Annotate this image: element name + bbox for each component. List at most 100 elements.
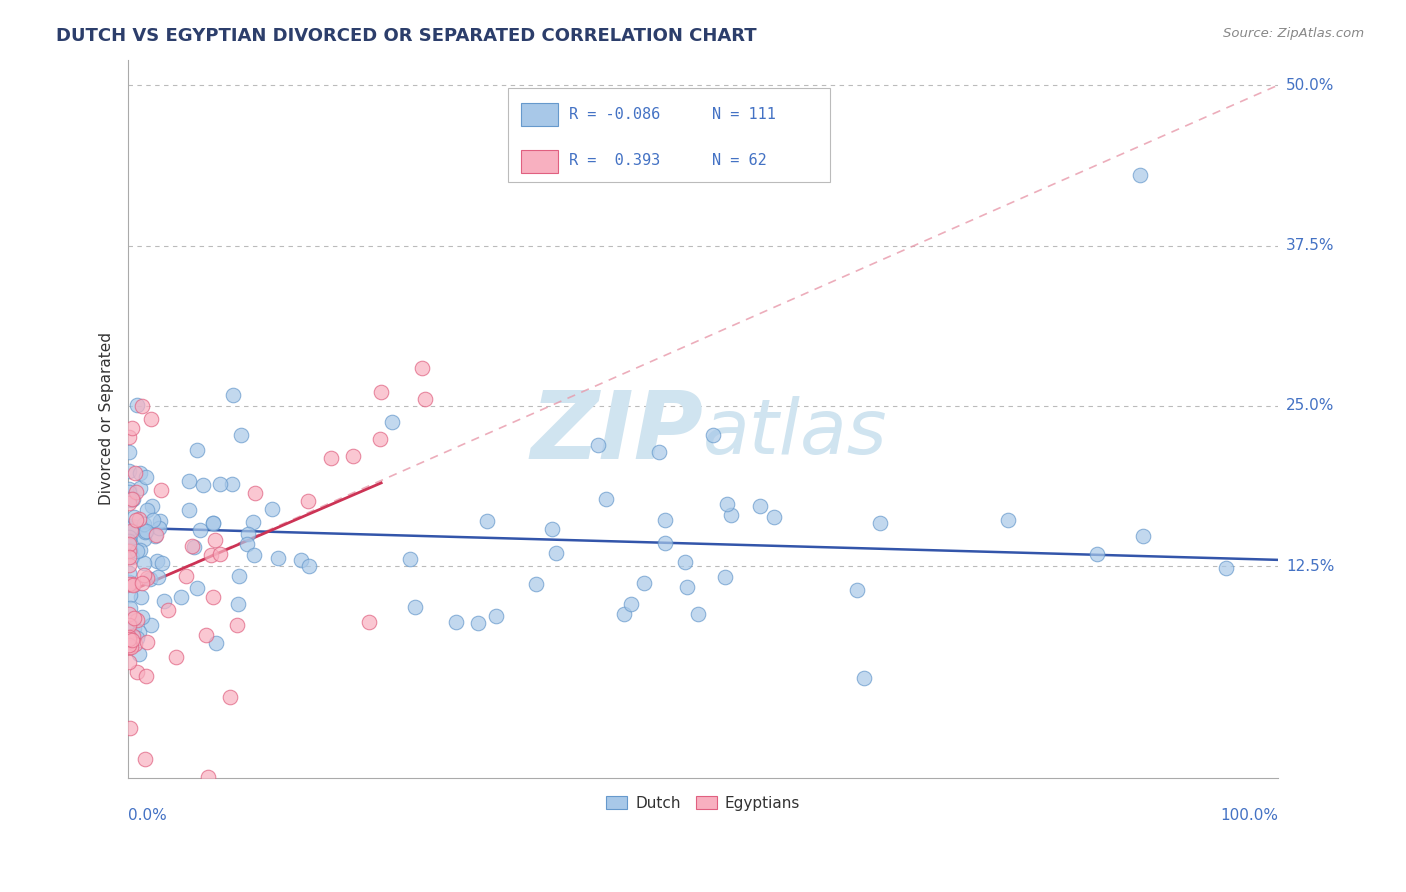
- Point: [524, 577, 547, 591]
- Point: [202, 591, 225, 605]
- Point: [197, 770, 219, 784]
- Point: [118, 530, 141, 544]
- Point: [138, 572, 160, 586]
- Point: [195, 628, 218, 642]
- Point: [148, 520, 170, 534]
- Point: [128, 512, 150, 526]
- Point: [673, 555, 696, 569]
- FancyBboxPatch shape: [522, 103, 558, 127]
- Point: [242, 515, 264, 529]
- Point: [145, 527, 167, 541]
- Point: [118, 534, 141, 549]
- Point: [191, 478, 214, 492]
- Point: [124, 636, 146, 650]
- Point: [118, 544, 141, 558]
- Point: [236, 527, 259, 541]
- Point: [118, 537, 141, 551]
- Point: [633, 575, 655, 590]
- Point: [226, 597, 249, 611]
- Point: [118, 550, 141, 565]
- Point: [595, 492, 617, 507]
- Point: [141, 618, 163, 632]
- Point: [169, 590, 191, 604]
- Point: [118, 558, 141, 572]
- Point: [118, 491, 141, 506]
- Point: [202, 516, 225, 531]
- Point: [201, 516, 224, 531]
- Point: [165, 650, 187, 665]
- Point: [141, 411, 163, 425]
- Point: [186, 581, 208, 595]
- Point: [588, 437, 610, 451]
- Point: [763, 510, 786, 524]
- Point: [654, 513, 676, 527]
- Point: [149, 514, 172, 528]
- Point: [444, 615, 467, 629]
- Point: [118, 485, 141, 500]
- Point: [1129, 168, 1152, 182]
- Point: [121, 421, 143, 435]
- Text: ZIP: ZIP: [530, 387, 703, 479]
- Point: [208, 547, 231, 561]
- Point: [118, 496, 141, 510]
- Point: [245, 485, 267, 500]
- Point: [121, 576, 143, 591]
- Point: [208, 477, 231, 491]
- Point: [146, 570, 169, 584]
- Point: [221, 477, 243, 491]
- Point: [226, 618, 249, 632]
- Point: [121, 632, 143, 647]
- Point: [129, 467, 152, 481]
- Point: [118, 632, 141, 647]
- Point: [118, 620, 141, 634]
- Point: [222, 388, 245, 402]
- Point: [156, 603, 179, 617]
- Point: [134, 516, 156, 531]
- Point: [205, 636, 228, 650]
- Point: [136, 503, 159, 517]
- Point: [177, 475, 200, 489]
- Point: [132, 568, 155, 582]
- Text: atlas: atlas: [703, 396, 887, 470]
- Point: [128, 624, 150, 639]
- Point: [127, 665, 149, 679]
- Text: 25.0%: 25.0%: [1286, 399, 1334, 413]
- Point: [229, 427, 252, 442]
- Point: [1132, 529, 1154, 543]
- FancyBboxPatch shape: [508, 88, 830, 182]
- Point: [124, 485, 146, 500]
- Point: [121, 491, 143, 506]
- Text: 100.0%: 100.0%: [1220, 808, 1278, 823]
- Point: [370, 385, 392, 400]
- Point: [141, 499, 163, 513]
- Point: [118, 655, 141, 669]
- Point: [180, 539, 202, 553]
- Point: [118, 640, 141, 654]
- Point: [127, 543, 149, 558]
- Text: 50.0%: 50.0%: [1286, 78, 1334, 93]
- Point: [118, 542, 141, 557]
- Point: [484, 608, 506, 623]
- Point: [146, 554, 169, 568]
- Point: [131, 610, 153, 624]
- Point: [122, 622, 145, 636]
- Point: [118, 566, 141, 580]
- Point: [135, 669, 157, 683]
- Point: [702, 427, 724, 442]
- Point: [413, 392, 436, 406]
- Text: N = 111: N = 111: [713, 107, 776, 121]
- Point: [267, 550, 290, 565]
- Point: [467, 615, 489, 630]
- Point: [1085, 547, 1108, 561]
- Point: [120, 521, 142, 535]
- Point: [122, 578, 145, 592]
- Point: [118, 518, 141, 533]
- Point: [648, 444, 671, 458]
- Point: [128, 543, 150, 558]
- Point: [152, 593, 174, 607]
- Point: [118, 576, 141, 591]
- Point: [219, 690, 242, 704]
- Point: [398, 551, 420, 566]
- Point: [620, 597, 643, 611]
- Point: [120, 601, 142, 615]
